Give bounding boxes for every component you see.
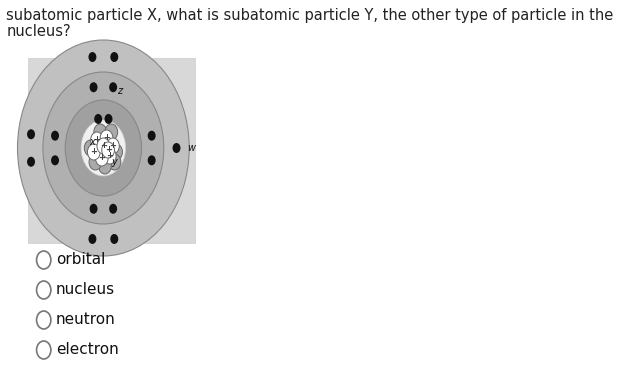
Circle shape bbox=[91, 144, 103, 160]
Text: y: y bbox=[111, 157, 117, 167]
Text: +: + bbox=[98, 154, 105, 163]
Circle shape bbox=[106, 138, 120, 154]
Circle shape bbox=[90, 82, 98, 92]
Circle shape bbox=[88, 52, 96, 62]
Circle shape bbox=[88, 234, 96, 244]
Text: subatomic particle X, what is subatomic particle Y, the other type of particle i: subatomic particle X, what is subatomic … bbox=[6, 8, 613, 23]
Circle shape bbox=[65, 100, 141, 196]
Text: z: z bbox=[117, 86, 122, 96]
Text: orbital: orbital bbox=[56, 252, 105, 267]
Text: +: + bbox=[110, 142, 116, 151]
Circle shape bbox=[103, 148, 116, 164]
Circle shape bbox=[88, 144, 100, 160]
Text: x: x bbox=[90, 137, 95, 147]
Circle shape bbox=[51, 155, 59, 165]
Circle shape bbox=[27, 129, 35, 139]
Text: +: + bbox=[100, 142, 107, 151]
Circle shape bbox=[43, 72, 164, 224]
Circle shape bbox=[97, 138, 110, 154]
Circle shape bbox=[105, 124, 118, 140]
Circle shape bbox=[95, 114, 102, 124]
Circle shape bbox=[110, 144, 123, 160]
Circle shape bbox=[89, 154, 102, 170]
Circle shape bbox=[90, 204, 98, 214]
Circle shape bbox=[173, 143, 180, 153]
Circle shape bbox=[91, 132, 103, 148]
Circle shape bbox=[102, 142, 115, 158]
Text: +: + bbox=[93, 135, 101, 144]
Bar bbox=[28, 58, 195, 243]
Circle shape bbox=[27, 157, 35, 167]
Circle shape bbox=[98, 158, 111, 174]
Circle shape bbox=[18, 40, 189, 256]
Text: +: + bbox=[105, 146, 111, 154]
Circle shape bbox=[109, 204, 117, 214]
Circle shape bbox=[51, 131, 59, 141]
Circle shape bbox=[85, 140, 97, 156]
Text: nucleus?: nucleus? bbox=[6, 24, 71, 39]
Circle shape bbox=[109, 82, 117, 92]
Circle shape bbox=[81, 120, 126, 176]
Circle shape bbox=[94, 124, 106, 140]
Text: +: + bbox=[90, 147, 97, 156]
Text: +: + bbox=[103, 134, 110, 142]
Circle shape bbox=[110, 234, 118, 244]
Circle shape bbox=[108, 154, 121, 170]
Circle shape bbox=[148, 155, 156, 165]
Circle shape bbox=[100, 130, 113, 146]
Text: electron: electron bbox=[56, 342, 118, 357]
Circle shape bbox=[95, 150, 108, 166]
Circle shape bbox=[105, 114, 113, 124]
Text: neutron: neutron bbox=[56, 313, 115, 327]
Text: w: w bbox=[188, 143, 196, 153]
Text: +: + bbox=[106, 151, 113, 161]
Circle shape bbox=[110, 52, 118, 62]
Circle shape bbox=[148, 131, 156, 141]
Text: nucleus: nucleus bbox=[56, 283, 115, 298]
